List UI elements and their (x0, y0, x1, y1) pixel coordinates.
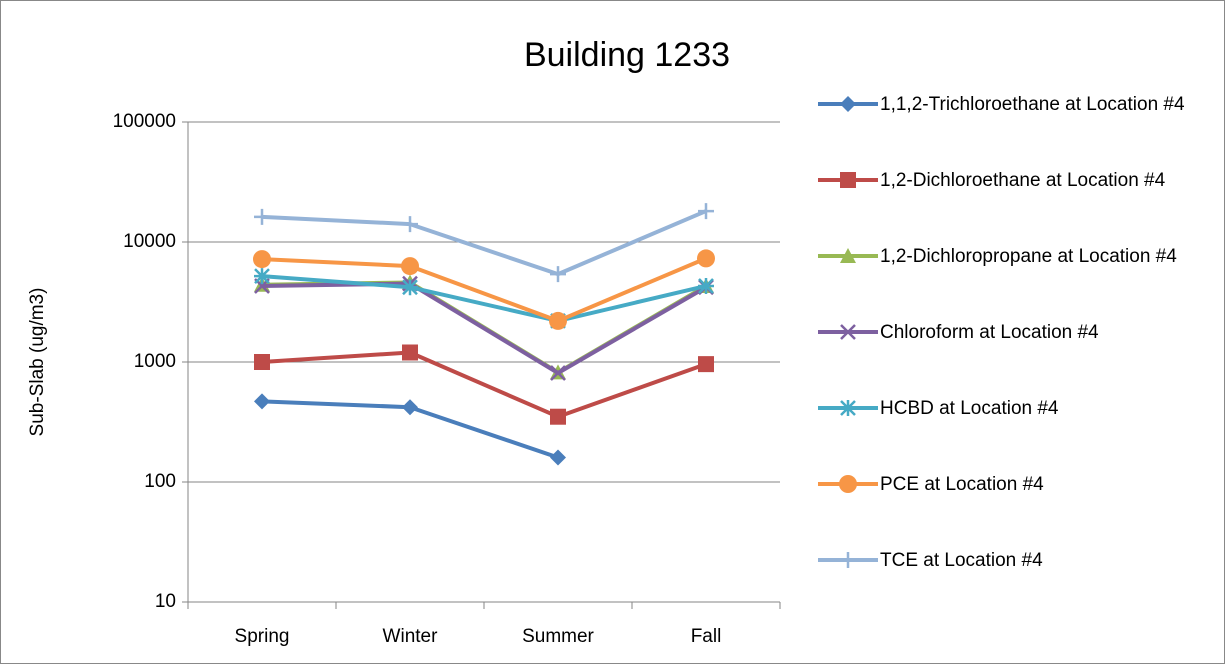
marker (402, 344, 418, 361)
marker (254, 393, 270, 410)
marker (402, 399, 418, 416)
marker (402, 216, 418, 233)
marker (840, 248, 856, 263)
y-tick-label: 100000 (113, 111, 176, 132)
chart-title: Building 1233 (524, 36, 730, 74)
legend-item: 1,1,2-Trichloroethane at Location #4 (818, 66, 1208, 142)
marker (550, 408, 566, 425)
legend-item: 1,2-Dichloropropane at Location #4 (818, 218, 1208, 294)
series-line (261, 350, 707, 419)
x-tick-label: Spring (235, 626, 290, 647)
marker (402, 279, 418, 296)
marker (254, 354, 270, 370)
marker (401, 257, 419, 276)
y-axis-label: Sub-Slab (ug/m3) (27, 288, 48, 437)
marker (698, 356, 714, 373)
marker (697, 249, 715, 268)
legend-item: Chloroform at Location #4 (818, 294, 1208, 370)
x-tick-label: Winter (383, 626, 439, 647)
legend-label: 1,1,2-Trichloroethane at Location #4 (880, 93, 1185, 115)
y-tick-label: 10 (155, 591, 176, 612)
legend-icon (818, 248, 878, 263)
legend-label: 1,2-Dichloropropane at Location #4 (880, 245, 1177, 267)
marker (549, 311, 567, 330)
legend-item: 1,2-Dichloroethane at Location #4 (818, 142, 1208, 218)
legend-item: TCE at Location #4 (818, 522, 1208, 598)
legend-label: Chloroform at Location #4 (880, 321, 1099, 343)
series-line (261, 281, 708, 375)
marker (698, 203, 714, 220)
legend-item: HCBD at Location #4 (818, 370, 1208, 446)
marker (550, 365, 566, 381)
series-line (261, 209, 707, 277)
legend-item: PCE at Location #4 (818, 446, 1208, 522)
marker (254, 208, 270, 225)
legend-icon (818, 475, 878, 493)
legend-label: 1,2-Dichloroethane at Location #4 (880, 169, 1166, 191)
legend-icon (818, 400, 878, 416)
legend-icon (818, 172, 878, 188)
marker (840, 172, 856, 188)
legend-icon (818, 324, 878, 340)
marker (840, 400, 856, 416)
marker (840, 552, 856, 568)
y-tick-label: 10000 (123, 231, 176, 252)
series-line (261, 256, 707, 323)
series-line (261, 274, 707, 323)
marker (550, 449, 566, 466)
marker (839, 475, 857, 493)
marker (698, 277, 714, 294)
x-tick-label: Summer (522, 626, 594, 647)
marker (840, 96, 856, 112)
marker (550, 266, 566, 283)
y-tick-label: 100 (144, 471, 176, 492)
legend-icon (818, 96, 878, 112)
marker (253, 250, 271, 269)
x-tick-label: Fall (691, 626, 722, 647)
legend-icon (818, 552, 878, 568)
legend-label: PCE at Location #4 (880, 473, 1044, 495)
marker (840, 324, 856, 340)
legend-label: TCE at Location #4 (880, 549, 1043, 571)
marker (254, 268, 270, 285)
legend-label: HCBD at Location #4 (880, 397, 1059, 419)
y-tick-label: 1000 (134, 351, 176, 372)
